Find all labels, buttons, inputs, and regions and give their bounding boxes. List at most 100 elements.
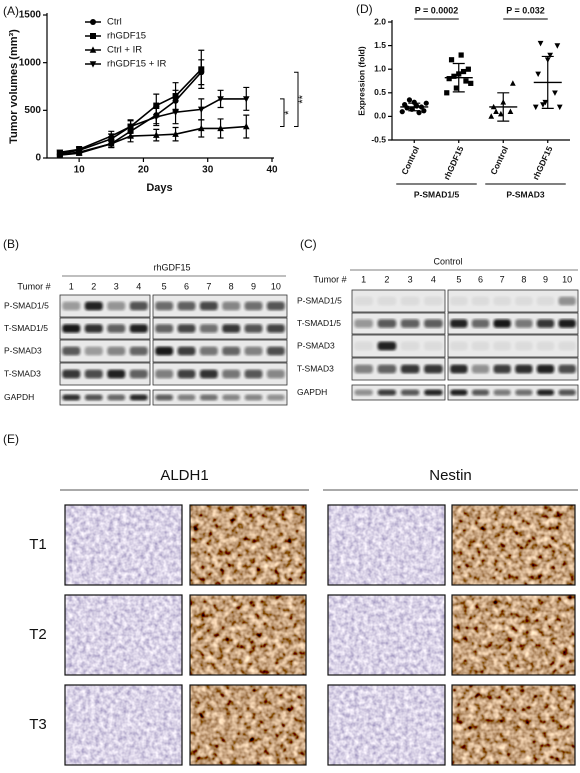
row-label: T2 — [29, 626, 47, 643]
band — [84, 324, 103, 333]
marker — [556, 104, 563, 111]
band — [424, 364, 443, 374]
ihc-image — [190, 505, 306, 585]
image-border — [451, 594, 576, 676]
marker — [217, 124, 224, 132]
x-tick-label: Control — [488, 145, 510, 177]
y-tick-label: -0.5 — [371, 134, 386, 144]
band — [244, 301, 263, 311]
band — [377, 364, 397, 374]
band — [450, 341, 468, 351]
x-tick-label: 10 — [74, 165, 86, 176]
lane-number: 8 — [229, 281, 234, 291]
band — [424, 319, 443, 328]
significance-label: ** — [297, 94, 309, 103]
ihc-image — [452, 595, 575, 675]
x-tick-label: rhGDF15 — [441, 144, 465, 181]
band — [558, 341, 576, 351]
image-border — [327, 504, 446, 586]
blot-strip — [152, 317, 288, 340]
blot-strip — [351, 289, 446, 313]
panel-label: (A) — [3, 4, 19, 18]
y-tick-label: 0.5 — [374, 87, 386, 97]
lane-number: 10 — [271, 281, 281, 291]
x-axis-label: Days — [146, 182, 172, 194]
lane-number: 7 — [206, 281, 211, 291]
image-border — [64, 684, 183, 766]
band — [424, 341, 443, 351]
ihc-image — [65, 685, 182, 765]
y-tick-label: 0.0 — [374, 111, 386, 121]
band — [450, 364, 468, 374]
marker — [532, 104, 539, 111]
lane-number: 1 — [361, 274, 366, 284]
blot-strip — [351, 357, 446, 381]
axis — [46, 13, 274, 159]
band — [62, 394, 81, 401]
marker — [107, 133, 115, 140]
blot-strip — [59, 317, 151, 340]
x-tick-label: 40 — [266, 165, 278, 176]
marker — [217, 96, 224, 103]
marker — [547, 52, 554, 59]
y-tick-label: 1500 — [19, 10, 42, 21]
marker — [451, 73, 457, 79]
band — [377, 319, 397, 328]
blot-strip — [351, 312, 446, 335]
band — [266, 301, 285, 311]
marker — [172, 93, 179, 100]
ihc-image — [328, 685, 445, 765]
row-label: T3 — [29, 716, 47, 733]
y-tick-label: 0 — [35, 153, 41, 164]
legend-marker — [90, 19, 96, 25]
band — [62, 346, 81, 356]
band — [536, 341, 555, 351]
p-value: P = 0.032 — [506, 5, 545, 15]
band — [471, 319, 490, 328]
band — [400, 389, 420, 396]
band — [199, 394, 218, 401]
band — [244, 369, 263, 379]
band — [493, 389, 511, 396]
image-border — [189, 504, 307, 586]
marker — [537, 40, 544, 47]
band — [222, 369, 241, 379]
marker — [107, 140, 115, 147]
ihc-image — [190, 595, 306, 675]
lane-title: Tumor # — [313, 274, 346, 284]
lane-number: 5 — [456, 274, 461, 284]
group-label: P-SMAD1/5 — [414, 189, 460, 199]
blot-strip — [447, 312, 579, 335]
blot-strip — [59, 362, 151, 386]
marker — [444, 90, 450, 96]
marker — [458, 52, 464, 58]
marker — [448, 57, 455, 63]
significance-label: * — [283, 110, 295, 115]
blot-strip — [59, 389, 151, 406]
y-tick-label: 1.5 — [374, 40, 386, 50]
marker — [198, 66, 205, 73]
row-label: P-SMAD1/5 — [297, 295, 342, 305]
marker — [446, 76, 452, 82]
blot-strip — [351, 334, 446, 358]
marker — [460, 68, 467, 75]
image-border — [451, 684, 576, 766]
p-value: P = 0.0002 — [415, 5, 459, 15]
y-axis-label: Tumor volumes (mm³) — [8, 29, 20, 144]
ihc-image — [452, 685, 575, 765]
band — [266, 324, 285, 333]
band — [155, 346, 174, 356]
band — [199, 324, 218, 333]
blot-strip — [447, 357, 579, 381]
lane-title: Tumor # — [17, 281, 50, 291]
band — [222, 324, 241, 333]
marker — [552, 90, 558, 96]
band — [266, 369, 285, 379]
band — [354, 389, 373, 396]
band — [536, 319, 555, 328]
marker — [535, 71, 542, 78]
marker — [453, 85, 459, 91]
band — [177, 394, 196, 401]
band — [266, 346, 285, 356]
